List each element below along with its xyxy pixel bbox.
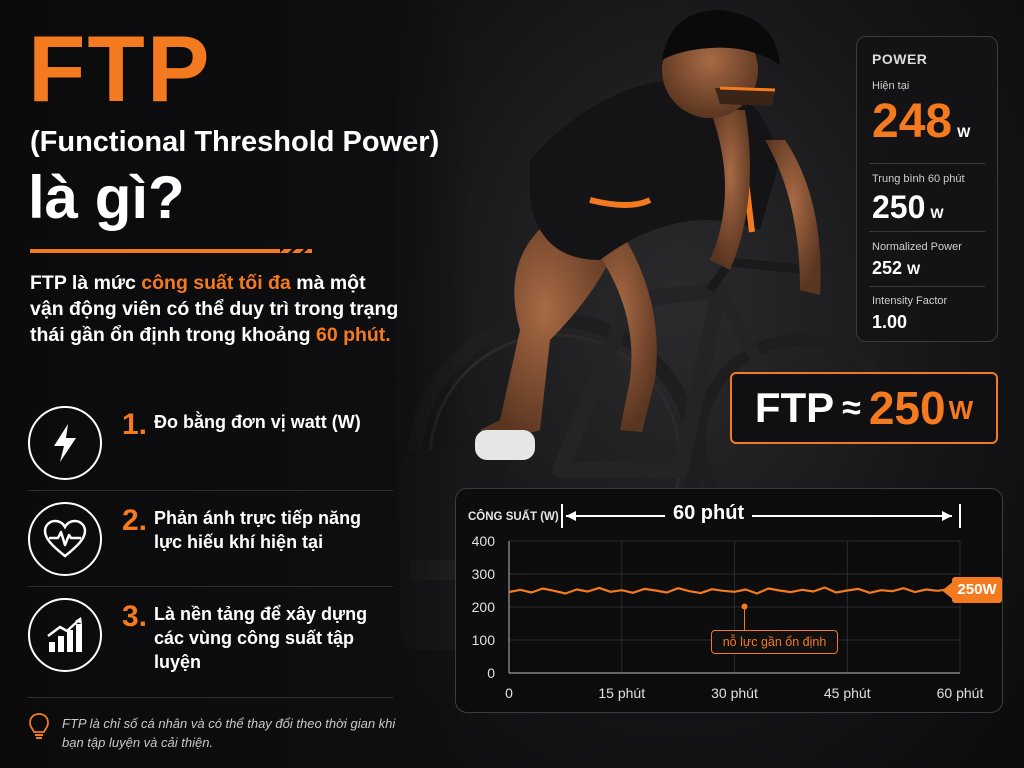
average-power-unit: W — [930, 205, 944, 221]
intro-text-2: mà một vận động viên có thể duy trì tron… — [30, 272, 399, 346]
ftp-badge-unit: W — [948, 395, 974, 425]
panel-divider — [869, 231, 985, 232]
current-power: Hiện tại 248 W — [872, 80, 982, 146]
x-tick-label: 30 phút — [711, 685, 758, 701]
feature-number-2: 2. — [122, 504, 148, 537]
lightbulb-icon — [29, 713, 49, 739]
feature-item-2: 2. Phản ánh trực tiếp năng lực hiếu khí … — [28, 494, 393, 584]
page-subtitle: (Functional Threshold Power) — [30, 126, 440, 158]
y-axis-label: CÔNG SUẤT (W) — [468, 511, 559, 523]
average-power-value: 250 — [872, 189, 926, 225]
lightning-icon — [28, 406, 102, 480]
steady-effort-annotation: nỗ lực gần ổn định — [711, 630, 838, 654]
note-divider — [28, 697, 393, 698]
average-power-label: Trung bình 60 phút — [872, 173, 965, 185]
end-label-pointer — [942, 582, 952, 599]
growth-chart-icon — [28, 598, 102, 672]
power-panel-title: POWER — [872, 51, 928, 67]
y-tick-label: 0 — [487, 665, 495, 681]
y-tick-label: 300 — [472, 566, 496, 582]
intensity-factor-label: Intensity Factor — [872, 295, 948, 307]
feature-text-2: Phản ánh trực tiếp năng lực hiếu khí hiệ… — [154, 508, 362, 552]
current-power-unit: W — [957, 124, 971, 140]
intro-paragraph: FTP là mức công suất tối đa mà một vận đ… — [30, 270, 400, 348]
x-tick-label: 0 — [505, 685, 513, 701]
feature-divider — [28, 586, 393, 587]
y-tick-label: 400 — [472, 533, 496, 549]
intensity-factor-value: 1.00 — [872, 312, 908, 332]
title-underline — [30, 249, 312, 253]
cyclist-image — [400, 10, 880, 650]
normalized-power: Normalized Power 252 W — [872, 241, 982, 279]
intensity-factor: Intensity Factor 1.00 — [872, 295, 982, 333]
feature-text-3: Là nền tảng để xây dựng các vùng công su… — [154, 604, 368, 672]
duration-arrow-head — [566, 511, 576, 521]
feature-item-1: 1. Đo bằng đơn vị watt (W) — [28, 398, 393, 488]
x-tick-label: 15 phút — [598, 685, 645, 701]
feature-number-1: 1. — [122, 408, 148, 441]
y-tick-label: 100 — [472, 632, 496, 648]
page-question: là gì? — [28, 164, 185, 231]
power-panel: POWER Hiện tại 248 W Trung bình 60 phút 2… — [856, 36, 998, 342]
ftp-result-badge: FTP ≈ 250 W — [730, 372, 998, 444]
normalized-power-value: 252 — [872, 258, 903, 278]
power-series-line — [508, 586, 961, 595]
feature-divider — [28, 490, 393, 491]
current-power-label: Hiện tại — [872, 80, 910, 92]
ftp-badge-label: FTP — [754, 384, 835, 431]
intro-text-1: FTP là mức — [30, 272, 142, 294]
approx-symbol: ≈ — [842, 388, 861, 427]
page-title: FTP — [28, 16, 212, 121]
average-power: Trung bình 60 phút 250 W — [872, 173, 982, 223]
feature-item-3: 3. Là nền tảng để xây dựng các vùng công… — [28, 590, 393, 680]
ftp-badge-value: 250 — [868, 382, 946, 434]
power-chart-panel — [455, 488, 1003, 713]
duration-label: 60 phút — [665, 502, 753, 525]
heart-pulse-icon — [28, 502, 102, 576]
panel-divider — [869, 286, 985, 287]
panel-divider — [869, 163, 985, 164]
intro-highlight-2: 60 phút. — [315, 324, 391, 346]
current-power-value: 248 — [872, 95, 953, 148]
feature-number-3: 3. — [122, 600, 148, 633]
x-tick-label: 60 phút — [937, 685, 984, 701]
feature-text-1: Đo bằng đơn vị watt (W) — [154, 412, 361, 432]
normalized-power-unit: W — [907, 261, 921, 277]
x-tick-label: 45 phút — [824, 685, 871, 701]
y-tick-label: 200 — [472, 599, 496, 615]
intro-highlight-1: công suất tối đa — [141, 272, 291, 294]
normalized-power-label: Normalized Power — [872, 241, 962, 253]
end-value-label: 250W — [952, 577, 1002, 603]
duration-arrow-head — [942, 511, 952, 521]
footnote: FTP là chỉ số cá nhân và có thể thay đổi… — [62, 716, 396, 750]
